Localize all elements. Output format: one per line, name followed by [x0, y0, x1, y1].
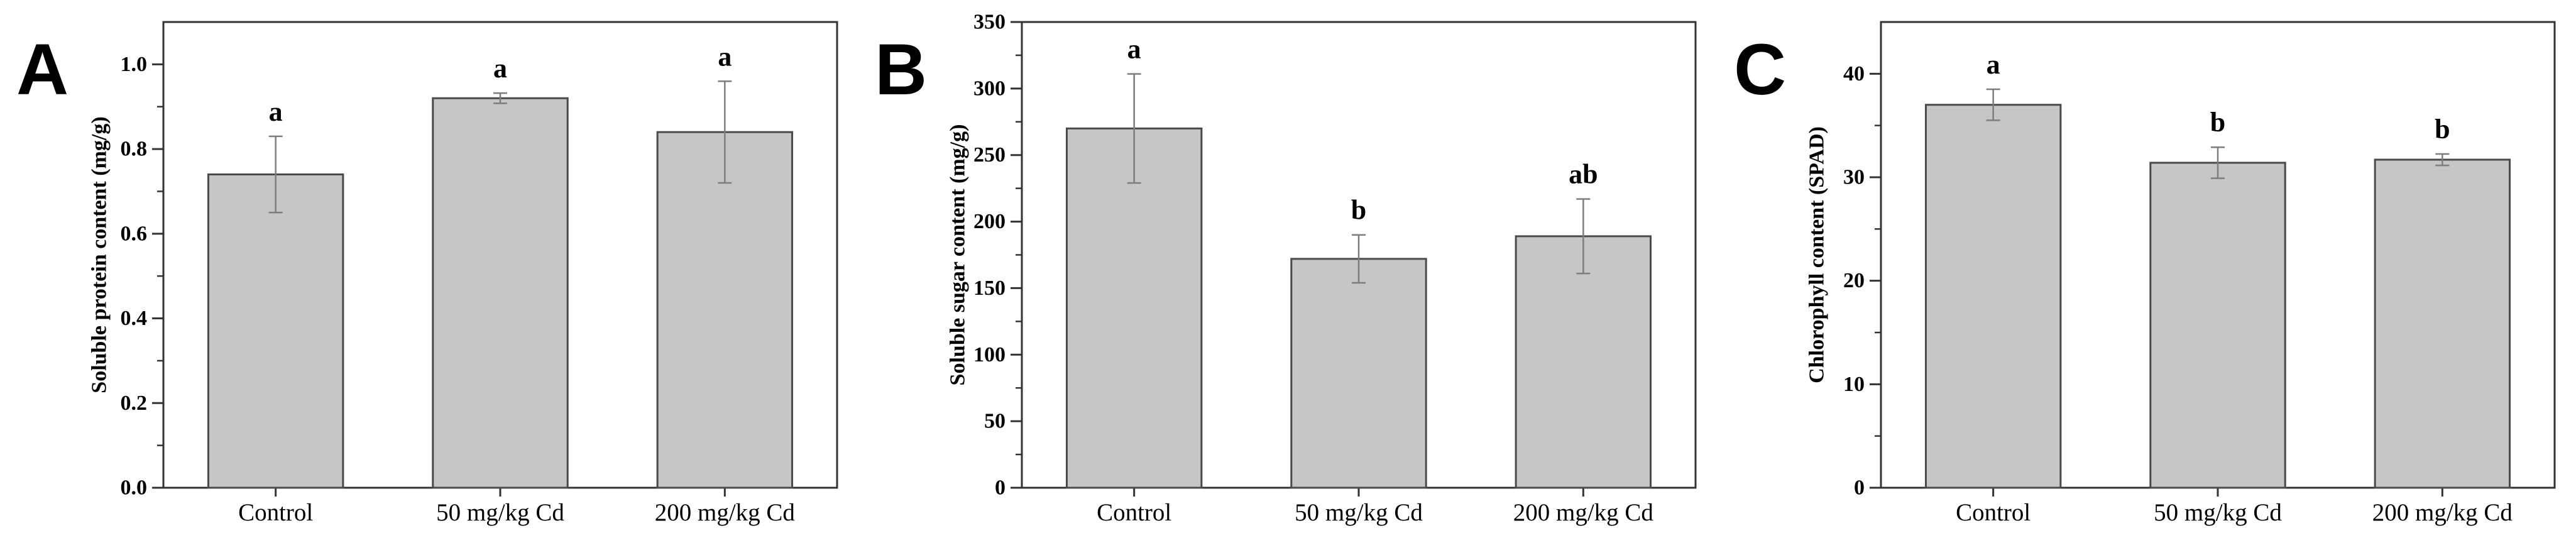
significance-letter: a: [1127, 34, 1141, 65]
panel-label: A: [16, 30, 69, 110]
y-tick-label: 0: [995, 476, 1006, 500]
x-category-label: 50 mg/kg Cd: [2154, 499, 2282, 526]
bar-control: [207, 173, 344, 489]
y-tick-label: 50: [984, 410, 1006, 433]
y-axis-title: Soluble protein content (mg/g): [88, 116, 111, 393]
y-tick-label: 10: [1843, 373, 1865, 396]
x-category-label: Control: [1956, 499, 2031, 526]
x-category-label: Control: [1097, 499, 1171, 526]
x-category-label: 200 mg/kg Cd: [655, 499, 796, 526]
x-category-label: 200 mg/kg Cd: [1513, 499, 1654, 526]
y-tick-label: 0.2: [121, 392, 148, 415]
y-tick-label: 200: [973, 210, 1006, 233]
y-tick-label: 0.4: [121, 307, 148, 330]
significance-letter: ab: [1569, 159, 1598, 190]
bar-control: [1924, 104, 2062, 489]
panel-a: A 0.0 0.2 0.4 0.6 0.8 1.0 Soluble protein conte…: [0, 0, 858, 533]
y-axis-title: Chlorophyll content (SPAD): [1806, 126, 1829, 383]
panel-label: B: [875, 30, 927, 110]
y-tick-label: 40: [1843, 62, 1865, 85]
y-tick-label: 0: [1854, 476, 1865, 500]
significance-letter: b: [1351, 195, 1366, 226]
y-tick-label: 0.6: [121, 222, 148, 245]
y-tick-label: 350: [973, 11, 1006, 34]
panel-c: C 0 10 20 30 40 Chlorophyll content (SPAD) Cont…: [1718, 0, 2576, 533]
y-tick-label: 30: [1843, 166, 1865, 189]
significance-letter: a: [1987, 49, 2000, 80]
significance-letter: a: [493, 53, 507, 84]
y-tick-label: 20: [1843, 269, 1865, 292]
y-tick-label: 1.0: [121, 53, 148, 76]
y-tick-label: 0.0: [121, 476, 148, 500]
x-category-label: Control: [238, 499, 313, 526]
x-category-label: 50 mg/kg Cd: [1295, 499, 1423, 526]
bar-control: [1065, 127, 1203, 489]
y-tick-label: 100: [973, 343, 1006, 366]
bar-200-mg-kg-cd: [1515, 235, 1652, 489]
chart-soluble-protein: A 0.0 0.2 0.4 0.6 0.8 1.0 Soluble protein conte…: [16, 21, 838, 526]
y-tick-label: 250: [973, 143, 1006, 167]
bar-50-mg-kg-cd: [432, 97, 569, 489]
y-tick-label: 0.8: [121, 138, 148, 161]
bar-50-mg-kg-cd: [2149, 162, 2286, 489]
y-tick-label: 150: [973, 277, 1006, 300]
x-category-label: 50 mg/kg Cd: [436, 499, 564, 526]
y-tick-label: 300: [973, 77, 1006, 100]
significance-letter: b: [2210, 107, 2225, 138]
chart-chlorophyll: C 0 10 20 30 40 Chlorophyll content (SPAD) Cont…: [1734, 21, 2556, 526]
significance-letter: a: [718, 41, 732, 72]
bar-200-mg-kg-cd: [656, 131, 794, 489]
panel-b: B 0 50 100 150 200 250 300 350 Soluble sugar cont…: [858, 0, 1717, 533]
chart-soluble-sugar: B 0 50 100 150 200 250 300 350 Soluble sugar cont…: [875, 11, 1697, 526]
y-axis-title: Soluble sugar content (mg/g): [946, 124, 970, 386]
significance-letter: b: [2435, 114, 2450, 145]
significance-letter: a: [269, 96, 283, 127]
x-category-label: 200 mg/kg Cd: [2372, 499, 2513, 526]
bar-50-mg-kg-cd: [1290, 258, 1427, 489]
bar-200-mg-kg-cd: [2374, 158, 2511, 489]
panel-label: C: [1734, 30, 1786, 110]
